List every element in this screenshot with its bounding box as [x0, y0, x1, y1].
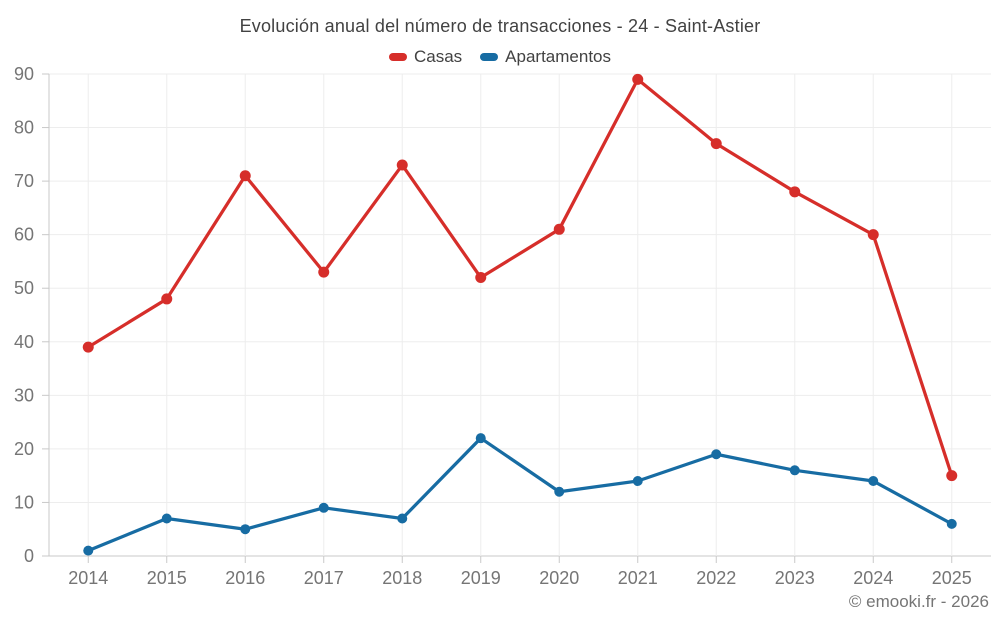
data-point-apartamentos-2015[interactable] — [161, 513, 172, 524]
y-axis-label: 50 — [14, 278, 34, 298]
data-point-casas-2014[interactable] — [82, 341, 94, 353]
x-axis-label: 2020 — [539, 568, 579, 588]
data-point-casas-2018[interactable] — [396, 159, 408, 171]
y-axis-label: 90 — [14, 64, 34, 84]
data-point-casas-2021[interactable] — [632, 73, 644, 85]
y-axis-label: 40 — [14, 332, 34, 352]
data-point-apartamentos-2022[interactable] — [711, 449, 722, 460]
x-axis-label: 2014 — [68, 568, 108, 588]
x-axis-label: 2016 — [225, 568, 265, 588]
y-axis-label: 20 — [14, 439, 34, 459]
legend-swatch-apartamentos — [480, 53, 499, 61]
data-point-apartamentos-2020[interactable] — [554, 486, 565, 497]
x-axis-label: 2022 — [696, 568, 736, 588]
x-axis-label: 2021 — [618, 568, 658, 588]
x-axis-label: 2019 — [461, 568, 501, 588]
data-point-apartamentos-2019[interactable] — [475, 433, 486, 444]
data-point-casas-2016[interactable] — [239, 170, 251, 182]
data-point-casas-2015[interactable] — [161, 293, 173, 305]
legend-swatch-casas — [388, 53, 407, 61]
data-point-casas-2019[interactable] — [475, 272, 487, 284]
chart-title: Evolución anual del número de transaccio… — [239, 16, 761, 36]
data-point-casas-2020[interactable] — [553, 223, 565, 235]
chart-legend: Casas Apartamentos — [0, 47, 1000, 67]
data-point-apartamentos-2023[interactable] — [789, 465, 800, 476]
data-point-apartamentos-2017[interactable] — [318, 502, 329, 513]
data-point-apartamentos-2021[interactable] — [632, 476, 643, 487]
legend-label: Casas — [413, 47, 463, 66]
legend-item-apartamentos[interactable]: Apartamentos — [480, 47, 611, 67]
legend-item-casas[interactable]: Casas — [388, 47, 463, 67]
y-axis-label: 0 — [24, 546, 34, 566]
series-line-casas — [86, 77, 954, 478]
y-axis-label: 10 — [14, 492, 34, 512]
x-axis-label: 2015 — [147, 568, 187, 588]
data-point-casas-2017[interactable] — [318, 266, 330, 278]
y-axis-label: 80 — [14, 118, 34, 138]
data-point-apartamentos-2024[interactable] — [868, 476, 879, 487]
data-point-casas-2024[interactable] — [867, 229, 879, 241]
data-point-apartamentos-2018[interactable] — [397, 513, 408, 524]
data-point-apartamentos-2016[interactable] — [240, 524, 251, 535]
x-axis-label: 2024 — [853, 568, 893, 588]
x-axis-label: 2017 — [304, 568, 344, 588]
data-point-apartamentos-2014[interactable] — [83, 545, 94, 556]
data-point-casas-2023[interactable] — [789, 186, 801, 198]
y-axis-label: 30 — [14, 385, 34, 405]
series-line-apartamentos — [86, 436, 954, 553]
data-point-casas-2022[interactable] — [710, 138, 722, 150]
y-axis-label: 60 — [14, 225, 34, 245]
x-axis-label: 2025 — [932, 568, 972, 588]
y-axis-label: 70 — [14, 171, 34, 191]
legend-label: Apartamentos — [505, 47, 612, 66]
credit-text: © emooki.fr - 2026 — [848, 592, 989, 611]
data-point-casas-2025[interactable] — [946, 470, 958, 482]
x-axis-label: 2023 — [775, 568, 815, 588]
x-axis-label: 2018 — [382, 568, 422, 588]
data-point-apartamentos-2025[interactable] — [946, 518, 957, 529]
